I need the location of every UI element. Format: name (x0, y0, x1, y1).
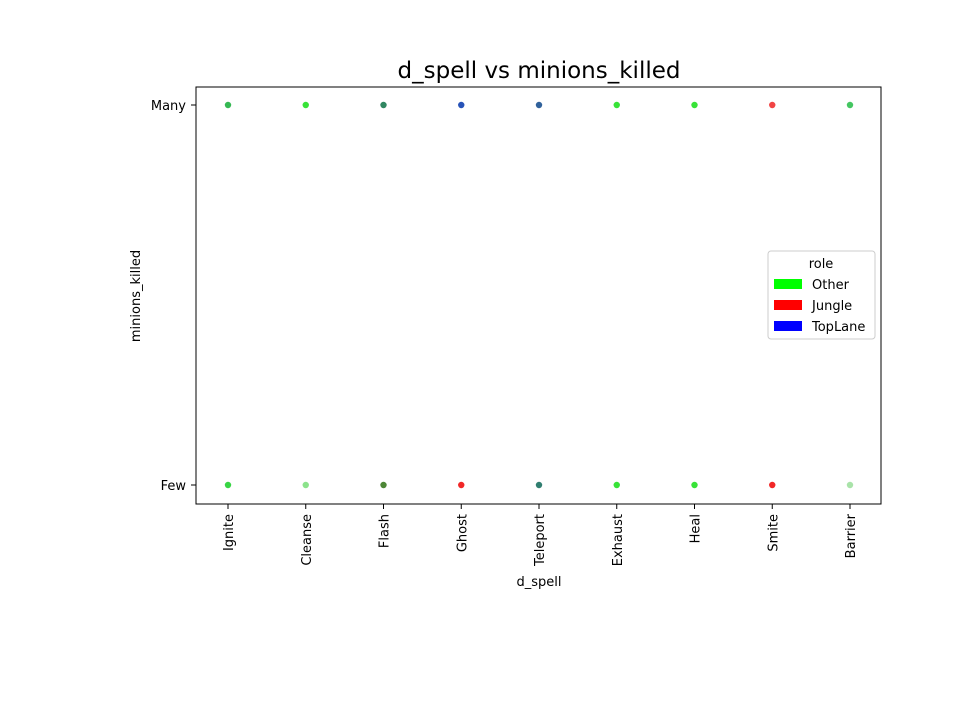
x-tick-label: Cleanse (300, 514, 315, 566)
data-point (613, 481, 620, 489)
data-point (224, 481, 232, 489)
x-tick-label: Flash (378, 514, 393, 548)
legend-label: TopLane (811, 320, 865, 335)
x-tick-label: Ghost (455, 514, 470, 552)
data-point (458, 101, 465, 109)
x-axis-label: d_spell (517, 575, 562, 590)
x-tick-label: Exhaust (611, 514, 626, 566)
data-point (535, 101, 543, 109)
legend-label: Jungle (811, 299, 852, 314)
legend-swatch (774, 300, 802, 310)
data-point (691, 101, 698, 109)
data-point (458, 481, 465, 489)
legend-box (767, 250, 876, 340)
y-tick-label: Few (161, 479, 187, 494)
data-point (846, 481, 854, 489)
data-point (224, 101, 232, 109)
legend: role Other Jungle TopLane (767, 250, 876, 340)
data-point (769, 101, 776, 109)
data-point (846, 101, 854, 109)
data-point (613, 101, 620, 109)
data-point (302, 481, 309, 489)
x-tick-label: Barrier (844, 513, 859, 558)
legend-swatch (774, 279, 802, 289)
data-point (691, 481, 698, 489)
data-point (535, 481, 543, 489)
y-tick-label: Many (151, 99, 186, 114)
y-axis: Few Many (151, 99, 196, 494)
chart-title: d_spell vs minions_killed (398, 58, 681, 84)
data-points (224, 101, 854, 489)
x-axis: Ignite Cleanse Flash Ghost Teleport Exhaust He… (222, 504, 859, 567)
data-point (380, 101, 387, 109)
data-point (302, 101, 309, 109)
x-tick-label: Smite (766, 514, 781, 552)
legend-swatch (774, 321, 802, 331)
y-axis-label: minions_killed (129, 250, 144, 342)
x-tick-label: Heal (689, 514, 704, 543)
legend-title: role (809, 257, 834, 272)
data-point (380, 481, 387, 489)
x-tick-label: Ignite (222, 514, 237, 551)
legend-label: Other (812, 278, 850, 293)
data-point (769, 481, 776, 489)
x-tick-label: Teleport (533, 514, 548, 567)
